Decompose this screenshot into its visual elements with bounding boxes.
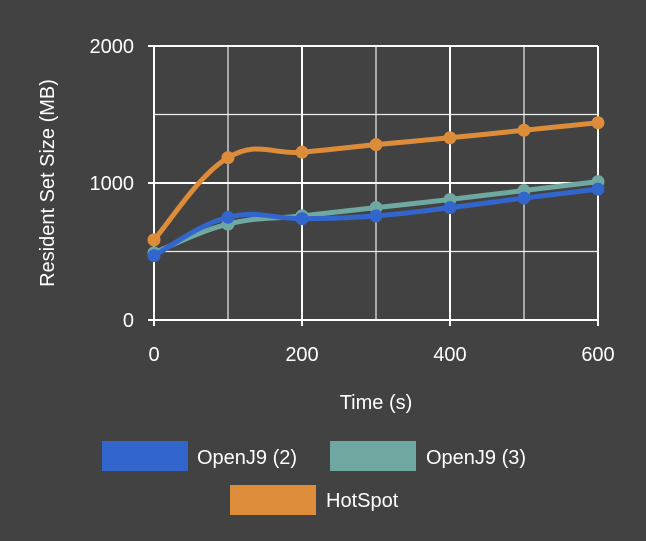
data-point-hotspot — [221, 151, 235, 165]
x-tick-label: 400 — [433, 344, 466, 366]
data-point-openj9-2 — [517, 191, 531, 205]
y-tick-label: 1000 — [90, 173, 135, 195]
data-point-hotspot — [369, 138, 383, 152]
series-lines — [147, 116, 605, 263]
tick-labels: 0 200 400 600 0 1000 2000 — [90, 36, 615, 366]
data-point-openj9-2 — [443, 201, 457, 215]
data-point-openj9-2 — [295, 212, 309, 226]
data-point-hotspot — [147, 233, 161, 247]
y-tick-label: 2000 — [90, 36, 135, 58]
data-point-hotspot — [295, 145, 309, 159]
x-tick-label: 0 — [148, 344, 159, 366]
data-point-hotspot — [591, 116, 605, 130]
legend-swatch-openj9-3 — [330, 441, 416, 471]
data-point-openj9-2 — [369, 209, 383, 223]
legend-swatch-openj9-2 — [102, 441, 188, 471]
x-axis-label: Time (s) — [340, 392, 413, 414]
data-point-openj9-2 — [221, 210, 235, 224]
x-tick-label: 600 — [581, 344, 614, 366]
axes — [148, 45, 599, 326]
data-point-hotspot — [517, 123, 531, 137]
data-point-openj9-2 — [147, 249, 161, 263]
legend-label-openj9-3: OpenJ9 (3) — [426, 447, 526, 469]
legend: OpenJ9 (2) OpenJ9 (3) HotSpot — [102, 441, 526, 515]
y-tick-label: 0 — [123, 310, 134, 332]
data-point-openj9-2 — [591, 182, 605, 196]
y-axis-label: Resident Set Size (MB) — [37, 79, 59, 287]
data-point-hotspot — [443, 131, 457, 145]
gridlines — [153, 45, 599, 321]
x-tick-label: 200 — [285, 344, 318, 366]
legend-label-hotspot: HotSpot — [326, 490, 399, 512]
legend-label-openj9-2: OpenJ9 (2) — [197, 447, 297, 469]
legend-swatch-hotspot — [230, 485, 316, 515]
